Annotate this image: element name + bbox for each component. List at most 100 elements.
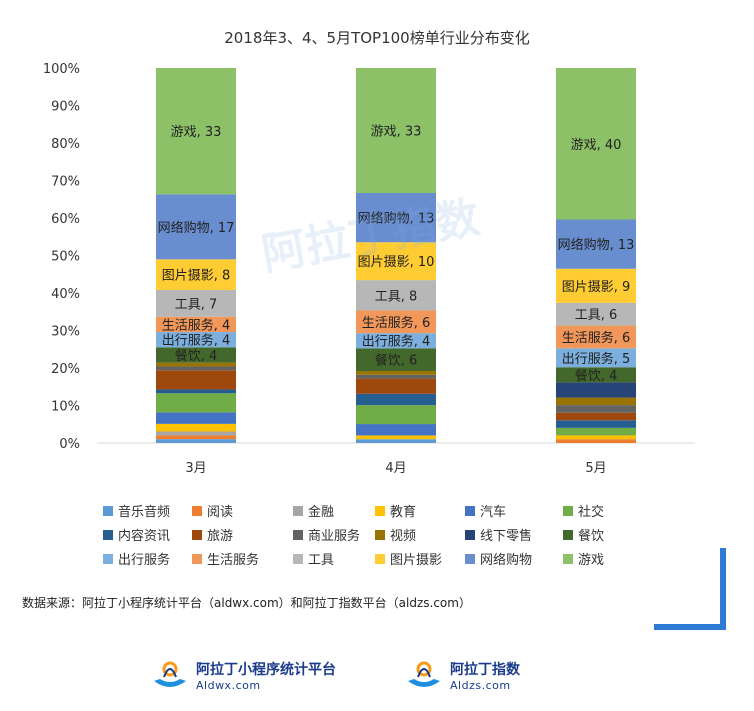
data-label: 工具, 8 [375,289,418,304]
legend-label: 金融 [308,504,334,520]
bar-segment [156,347,236,363]
legend-swatch [192,530,202,540]
logo-aldwx-domain: Aldwx.com [196,678,261,692]
bar-segment [156,423,236,432]
legend-label: 阅读 [207,505,233,520]
bar-segment [156,370,236,390]
bar-segment [356,378,436,394]
bar-segment [556,325,636,349]
corner-bracket-decoration [654,548,726,630]
bar-segment [356,333,436,349]
legend-label: 游戏 [578,553,604,568]
legend-swatch [293,530,303,540]
legend-swatch [103,554,113,564]
data-label: 生活服务, 6 [562,330,631,346]
data-label: 餐饮, 6 [375,353,418,369]
y-tick-label: 20% [51,362,80,377]
y-tick-label: 60% [51,212,80,227]
bar-segment [156,332,236,348]
data-label: 工具, 6 [575,308,618,323]
lamp-logo-icon [154,661,186,687]
legend-label: 商业服务 [308,528,360,544]
bar-segment [556,412,636,421]
y-tick-label: 30% [51,325,80,340]
bar-segment [356,374,436,379]
legend-swatch [375,506,385,516]
bar-segment [556,68,636,220]
bar-segment [556,439,636,443]
bar-segment [356,348,436,372]
data-label: 餐饮, 4 [175,348,218,364]
y-tick-label: 40% [51,287,80,302]
data-label: 生活服务, 6 [362,315,431,331]
bar-segment [356,439,436,443]
bar-segment [356,242,436,281]
bar-segment [156,412,236,424]
legend-label: 线下零售 [480,528,532,544]
bar-segment [356,435,436,440]
bar-segment [356,68,436,193]
data-label: 餐饮, 4 [575,368,618,384]
bar-segment [156,393,236,413]
bar-segment [556,219,636,269]
data-label: 游戏, 33 [371,125,422,140]
bar-segment [156,316,236,333]
legend-swatch [192,554,202,564]
bar-segment [156,259,236,290]
bar-segment [156,289,236,317]
data-label: 图片摄影, 9 [562,280,631,295]
bar-segment [156,435,236,440]
data-label: 生活服务, 4 [162,317,231,333]
data-label: 网络购物, 17 [158,220,235,236]
bar-segment [556,405,636,413]
y-tick-label: 0% [59,437,80,452]
bar-segment [556,397,636,406]
bar-segment [156,431,236,436]
bar-segment [356,424,436,436]
legend-label: 教育 [390,504,416,520]
bar-segment [556,420,636,428]
bar-segment [156,439,236,443]
bar-segment [356,371,436,375]
x-tick-label: 5月 [585,461,606,476]
legend-label: 生活服务 [207,552,259,568]
bar-segment [556,302,636,326]
y-tick-label: 90% [51,100,80,115]
data-label: 出行服务, 4 [162,333,231,349]
legend-label: 音乐音频 [118,504,170,520]
y-tick-label: 10% [51,400,80,415]
logo-aldwx: 阿拉丁小程序统计平台 Aldwx.com [150,655,336,695]
data-label: 图片摄影, 10 [358,255,435,270]
bar-segment [556,435,636,440]
legend-swatch [465,530,475,540]
bar-segment [156,362,236,367]
logo-aldzs: 阿拉丁指数 Aldzs.com [404,655,520,695]
logo-aldzs-title: 阿拉丁指数 [450,661,520,678]
legend-swatch [375,554,385,564]
legend-label: 图片摄影 [390,553,442,568]
legend-swatch [465,554,475,564]
legend-swatch [465,506,475,516]
legend-swatch [563,554,573,564]
legend-label: 视频 [390,529,416,544]
data-label: 出行服务, 5 [562,351,631,367]
legend-label: 旅游 [207,529,233,544]
chart-title: 2018年3、4、5月TOP100榜单行业分布变化 [224,29,529,47]
bar-segment [156,366,236,371]
legend-label: 工具 [308,553,334,568]
legend-swatch [375,530,385,540]
bar-segment [356,280,436,311]
data-label: 工具, 7 [175,297,218,312]
bar-segment [156,68,236,195]
bar-segment [356,405,436,425]
legend-swatch [563,530,573,540]
legend-swatch [103,530,113,540]
bar-segment [556,427,636,436]
x-tick-label: 3月 [185,461,206,476]
legend-label: 内容资讯 [118,528,170,544]
data-label: 游戏, 40 [571,138,622,153]
logo-aldzs-domain: Aldzs.com [450,678,511,692]
bar-segment [156,389,236,394]
bar-segment [356,310,436,334]
y-tick-label: 80% [51,137,80,152]
